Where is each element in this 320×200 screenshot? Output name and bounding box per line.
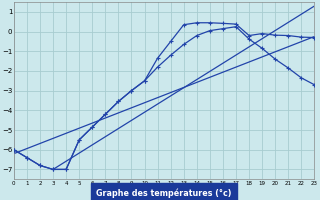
X-axis label: Graphe des températures (°c): Graphe des températures (°c) — [96, 188, 232, 198]
